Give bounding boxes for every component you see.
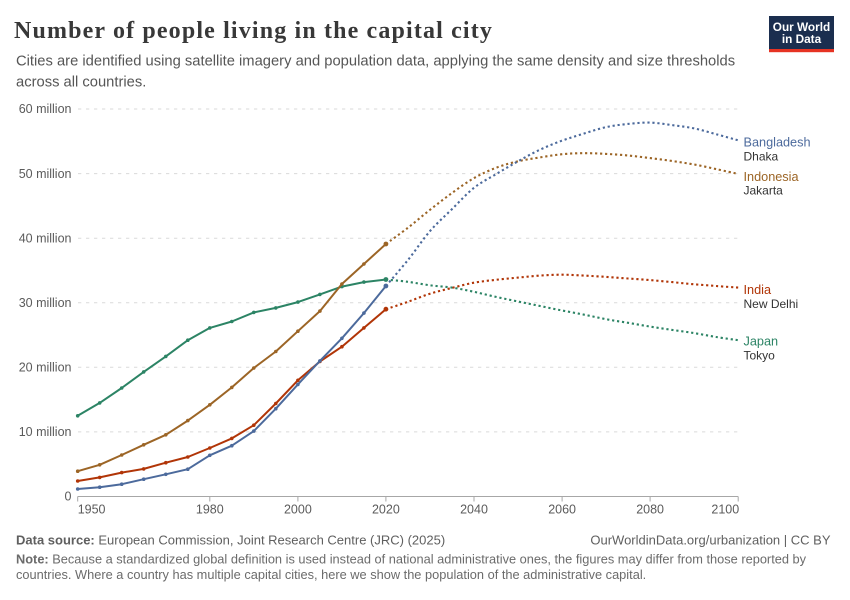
svg-text:Bangladesh: Bangladesh [744,136,811,150]
svg-text:Cities are identified using sa: Cities are identified using satellite im… [16,54,735,70]
svg-text:2040: 2040 [460,503,488,517]
svg-text:10 million: 10 million [19,425,72,439]
svg-text:Our World: Our World [773,20,830,34]
svg-text:30 million: 30 million [19,296,72,310]
svg-text:2000: 2000 [284,503,312,517]
svg-text:40 million: 40 million [19,231,72,245]
svg-text:50 million: 50 million [19,167,72,181]
svg-text:Jakarta: Jakarta [744,184,784,198]
svg-text:Indonesia: Indonesia [744,170,800,184]
svg-text:India: India [744,283,772,297]
svg-text:Dhaka: Dhaka [744,150,779,164]
svg-text:in Data: in Data [782,32,822,46]
svg-text:Japan: Japan [744,335,779,349]
svg-text:Data source: European Commissi: Data source: European Commission, Joint … [16,533,445,548]
svg-text:Note: Because a standardized g: Note: Because a standardized global defi… [16,552,807,567]
svg-text:across all countries.: across all countries. [16,75,146,91]
svg-text:New Delhi: New Delhi [744,297,799,311]
svg-text:0: 0 [65,490,72,504]
svg-text:countries. Where a country has: countries. Where a country has multiple … [16,567,646,582]
svg-text:Tokyo: Tokyo [744,349,776,363]
svg-text:1950: 1950 [78,503,106,517]
svg-text:OurWorldinData.org/urbanizatio: OurWorldinData.org/urbanization | CC BY [590,533,830,548]
svg-text:2020: 2020 [372,503,400,517]
svg-text:2100: 2100 [711,503,739,517]
svg-text:Number of people living in the: Number of people living in the capital c… [14,18,493,44]
svg-text:60 million: 60 million [19,102,72,116]
svg-text:2080: 2080 [636,503,664,517]
svg-text:1980: 1980 [196,503,224,517]
svg-text:2060: 2060 [548,503,576,517]
svg-text:20 million: 20 million [19,361,72,375]
